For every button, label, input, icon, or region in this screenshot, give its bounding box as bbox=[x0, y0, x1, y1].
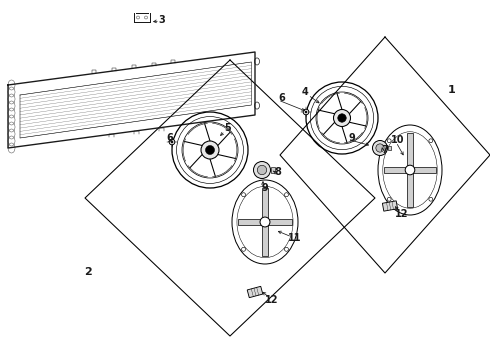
Polygon shape bbox=[382, 201, 397, 211]
FancyBboxPatch shape bbox=[238, 219, 292, 225]
Text: 2: 2 bbox=[84, 267, 92, 277]
Text: 10: 10 bbox=[391, 135, 405, 145]
Text: 1: 1 bbox=[448, 85, 456, 95]
Text: 11: 11 bbox=[288, 233, 302, 243]
FancyBboxPatch shape bbox=[262, 188, 268, 256]
FancyBboxPatch shape bbox=[384, 167, 436, 173]
Polygon shape bbox=[388, 146, 391, 150]
Text: 4: 4 bbox=[302, 87, 308, 97]
Circle shape bbox=[305, 111, 307, 113]
Circle shape bbox=[257, 165, 267, 175]
Circle shape bbox=[285, 193, 289, 197]
Circle shape bbox=[376, 144, 384, 152]
Circle shape bbox=[242, 193, 245, 197]
Circle shape bbox=[429, 197, 433, 201]
Polygon shape bbox=[247, 286, 263, 298]
Circle shape bbox=[429, 139, 433, 143]
Circle shape bbox=[201, 141, 219, 159]
Circle shape bbox=[169, 139, 175, 145]
Text: 5: 5 bbox=[224, 123, 231, 133]
Circle shape bbox=[405, 165, 415, 175]
Text: 12: 12 bbox=[265, 295, 279, 305]
Circle shape bbox=[334, 109, 350, 126]
Text: 7: 7 bbox=[382, 145, 389, 155]
Circle shape bbox=[303, 109, 309, 115]
Circle shape bbox=[260, 217, 270, 227]
Circle shape bbox=[285, 247, 289, 251]
Circle shape bbox=[253, 162, 270, 179]
Circle shape bbox=[145, 16, 147, 19]
Polygon shape bbox=[270, 167, 275, 172]
Circle shape bbox=[137, 16, 140, 19]
Text: 3: 3 bbox=[159, 15, 165, 25]
Circle shape bbox=[387, 197, 391, 201]
Circle shape bbox=[242, 247, 245, 251]
Circle shape bbox=[338, 114, 346, 122]
Text: 9: 9 bbox=[262, 183, 269, 193]
Text: 6: 6 bbox=[167, 133, 173, 143]
Circle shape bbox=[205, 145, 215, 154]
Text: 6: 6 bbox=[279, 93, 285, 103]
Circle shape bbox=[372, 140, 388, 156]
FancyBboxPatch shape bbox=[407, 133, 413, 207]
Text: 8: 8 bbox=[274, 167, 281, 177]
Circle shape bbox=[171, 141, 173, 143]
Text: 9: 9 bbox=[348, 133, 355, 143]
Circle shape bbox=[387, 139, 391, 143]
Text: 12: 12 bbox=[395, 209, 409, 219]
